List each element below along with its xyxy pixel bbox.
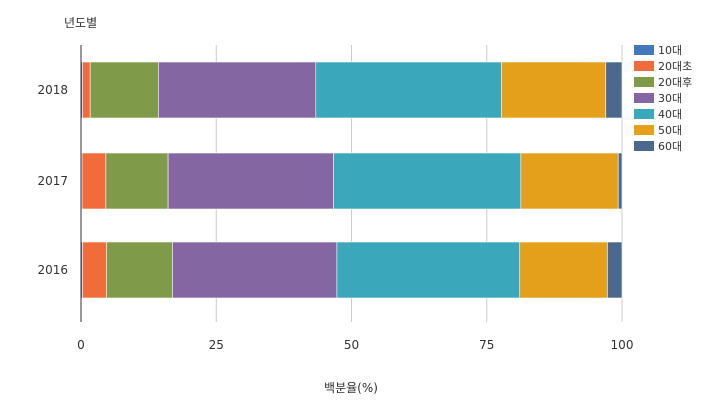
bar-segment-2017-30대[interactable] bbox=[167, 152, 334, 210]
bar-segment-2017-20대초[interactable] bbox=[81, 152, 107, 210]
legend-item-50대[interactable]: 50대 bbox=[634, 124, 682, 137]
legend-item-30대[interactable]: 30대 bbox=[634, 92, 682, 105]
x-tick-label: 50 bbox=[344, 338, 359, 352]
legend-swatch bbox=[634, 109, 654, 119]
bar-segment-2017-20대후[interactable] bbox=[105, 152, 169, 210]
legend-item-20대후[interactable]: 20대후 bbox=[634, 76, 692, 89]
legend-label: 20대초 bbox=[658, 60, 692, 73]
legend-label: 40대 bbox=[658, 108, 682, 121]
bar-segment-2016-20대후[interactable] bbox=[106, 241, 173, 299]
bar-segment-2018-50대[interactable] bbox=[501, 61, 607, 119]
bar-segment-2018-30대[interactable] bbox=[158, 61, 317, 119]
bar-segment-2018-20대후[interactable] bbox=[89, 61, 159, 119]
bar-segment-2017-50대[interactable] bbox=[520, 152, 619, 210]
y-tick-label: 2017 bbox=[37, 174, 68, 188]
legend-swatch bbox=[634, 77, 654, 87]
legend-item-10대[interactable]: 10대 bbox=[634, 44, 682, 57]
bar-segment-2017-40대[interactable] bbox=[333, 152, 522, 210]
legend-label: 50대 bbox=[658, 124, 682, 137]
bar-segment-2017-60대[interactable] bbox=[617, 152, 623, 210]
axes: 0 25 50 75 100 2018 2017 2016 bbox=[37, 45, 633, 352]
legend-label: 30대 bbox=[658, 92, 682, 105]
bar-segment-2016-60대[interactable] bbox=[607, 241, 623, 299]
bar-segment-2016-30대[interactable] bbox=[172, 241, 338, 299]
y-tick-label: 2016 bbox=[37, 263, 68, 277]
x-axis-title: 백분율(%) bbox=[324, 381, 378, 395]
legend-item-60대[interactable]: 60대 bbox=[634, 140, 682, 153]
x-tick-label: 25 bbox=[209, 338, 224, 352]
bar-segment-2018-40대[interactable] bbox=[315, 61, 502, 119]
y-tick-label: 2018 bbox=[37, 83, 68, 97]
bar-segment-2016-50대[interactable] bbox=[519, 241, 608, 299]
bar-segment-2016-40대[interactable] bbox=[336, 241, 521, 299]
legend-swatch bbox=[634, 141, 654, 151]
legend-item-20대초[interactable]: 20대초 bbox=[634, 60, 692, 73]
legend-swatch bbox=[634, 93, 654, 103]
legend-label: 60대 bbox=[658, 140, 682, 153]
bar-segment-2018-60대[interactable] bbox=[605, 61, 623, 119]
legend-item-40대[interactable]: 40대 bbox=[634, 108, 682, 121]
legend-swatch bbox=[634, 45, 654, 55]
legend-swatch bbox=[634, 125, 654, 135]
legend: 10대 20대초 20대후 30대 40대 50대 60대 bbox=[634, 44, 692, 153]
x-tick-label: 100 bbox=[611, 338, 634, 352]
bar-segment-2018-20대초[interactable] bbox=[82, 61, 91, 119]
x-tick-label: 0 bbox=[77, 338, 85, 352]
bars bbox=[80, 61, 623, 299]
legend-label: 20대후 bbox=[658, 76, 692, 89]
x-tick-label: 75 bbox=[479, 338, 494, 352]
bar-segment-2016-20대초[interactable] bbox=[82, 241, 107, 299]
y-axis-title: 년도별 bbox=[64, 16, 97, 30]
legend-label: 10대 bbox=[658, 44, 682, 57]
legend-swatch bbox=[634, 61, 654, 71]
